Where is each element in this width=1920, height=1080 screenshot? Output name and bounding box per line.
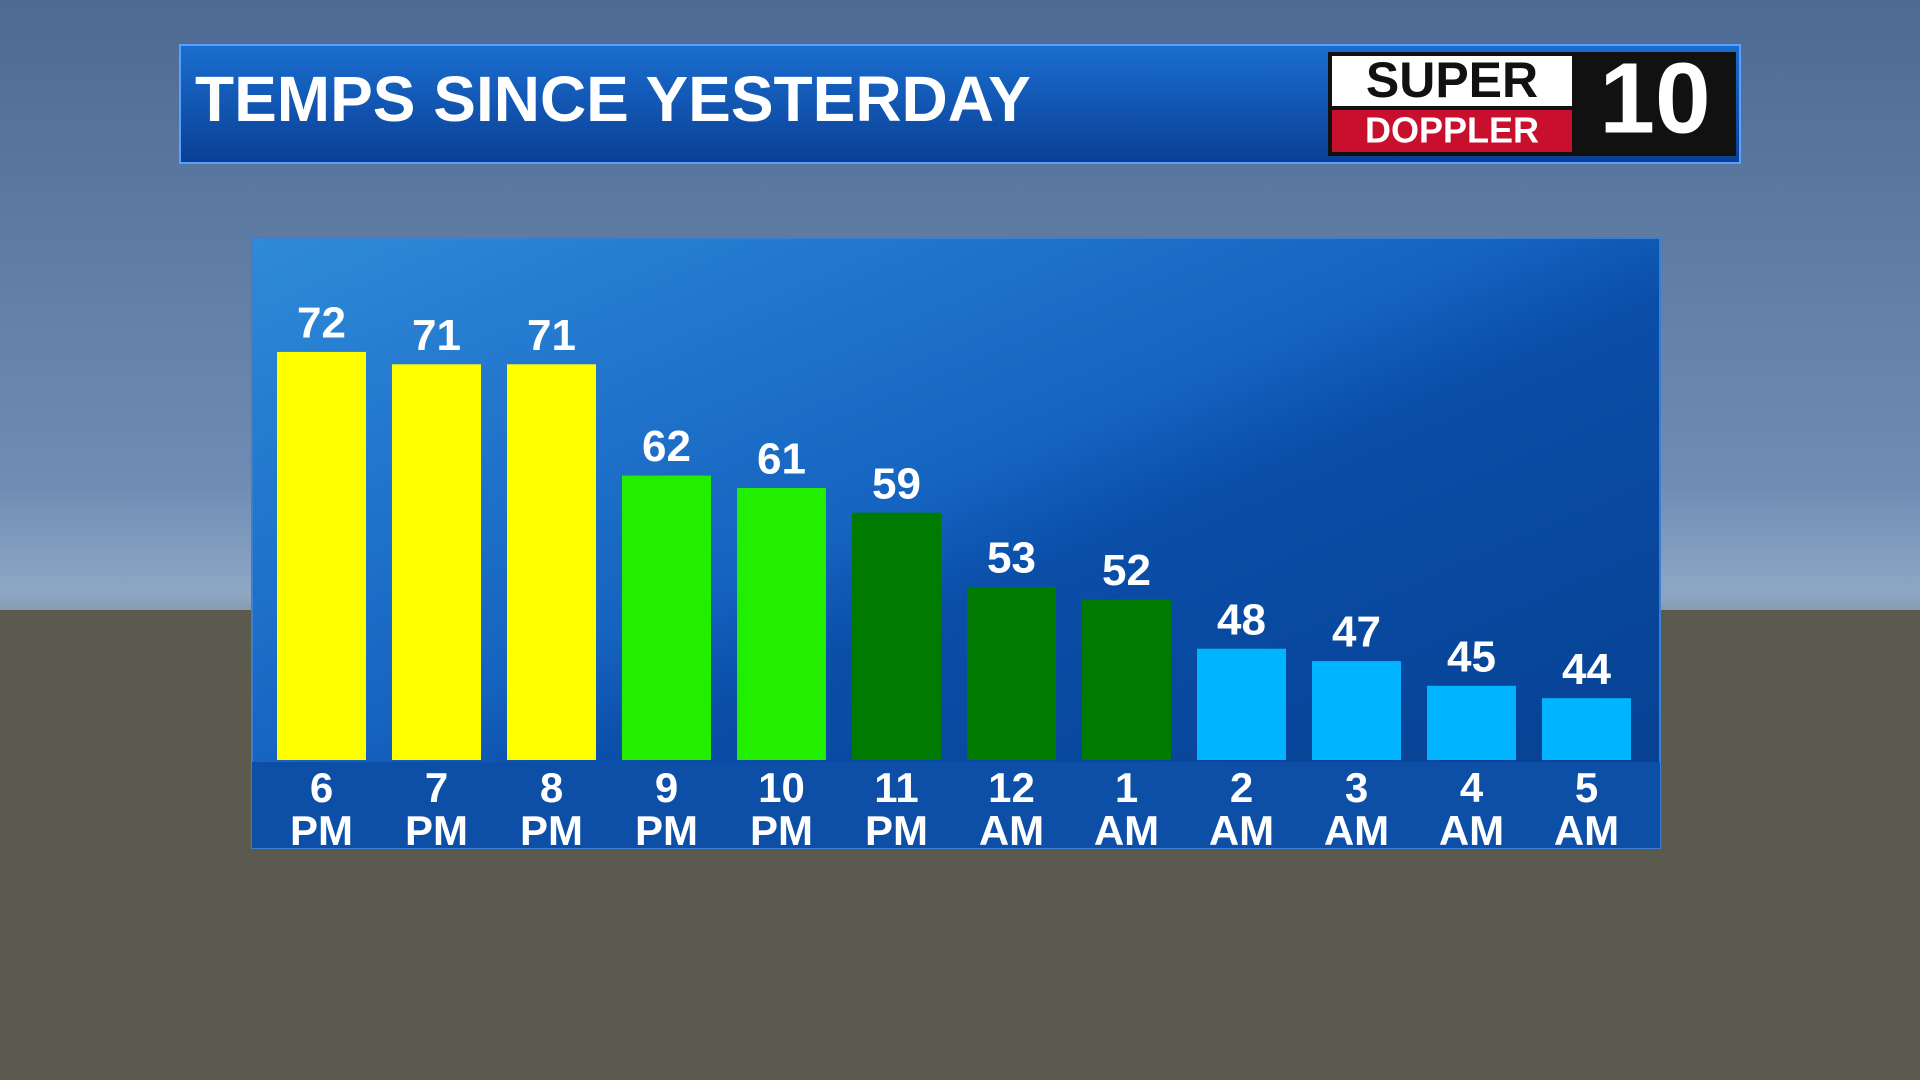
bar: [622, 475, 711, 760]
logo-bottom: [1332, 110, 1572, 152]
value-label: 45: [1447, 632, 1496, 681]
x-tick-label: 9 PM: [635, 764, 698, 854]
bar: [1427, 685, 1516, 760]
value-label: 52: [1102, 546, 1151, 595]
x-tick-label: 2 AM: [1208, 764, 1275, 854]
x-tick-label: 1 AM: [1093, 764, 1160, 854]
logo-channel: 10: [1599, 42, 1710, 154]
bar: [852, 512, 941, 760]
bar: [1197, 648, 1286, 760]
bar: [1082, 599, 1171, 760]
x-tick-label: 8 PM: [520, 764, 583, 854]
logo-top: [1332, 56, 1572, 106]
value-label: 62: [642, 422, 691, 471]
value-label: 71: [412, 311, 461, 360]
bar: [737, 487, 826, 760]
logo-super: SUPER: [1366, 52, 1538, 108]
x-tick-label: 11 PM: [865, 764, 928, 854]
bar: [277, 351, 366, 760]
x-tick-label: 6 PM: [290, 764, 353, 854]
bar: [1312, 661, 1401, 760]
value-label: 61: [757, 435, 806, 484]
x-tick-label: 3 AM: [1323, 764, 1390, 854]
value-label: 53: [987, 534, 1036, 583]
x-tick-label: 5 AM: [1553, 764, 1620, 854]
plot-panel: [251, 237, 1661, 849]
x-tick-label: 10 PM: [750, 764, 813, 854]
value-label: 71: [527, 311, 576, 360]
value-label: 48: [1217, 595, 1266, 644]
x-tick-label: 4 AM: [1438, 764, 1505, 854]
value-label: 59: [872, 459, 921, 508]
logo-doppler: DOPPLER: [1365, 110, 1539, 151]
bar: [392, 364, 481, 760]
value-label: 44: [1562, 645, 1611, 694]
bar: [967, 586, 1056, 760]
bar: [1542, 698, 1631, 760]
chart-title: TEMPS SINCE YESTERDAY: [195, 63, 1031, 135]
bar: [507, 364, 596, 760]
value-label: 72: [297, 299, 346, 348]
label-strip: [252, 762, 1660, 848]
x-tick-label: 7 PM: [405, 764, 468, 854]
x-tick-label: 12 AM: [978, 764, 1045, 854]
value-label: 47: [1332, 608, 1381, 657]
